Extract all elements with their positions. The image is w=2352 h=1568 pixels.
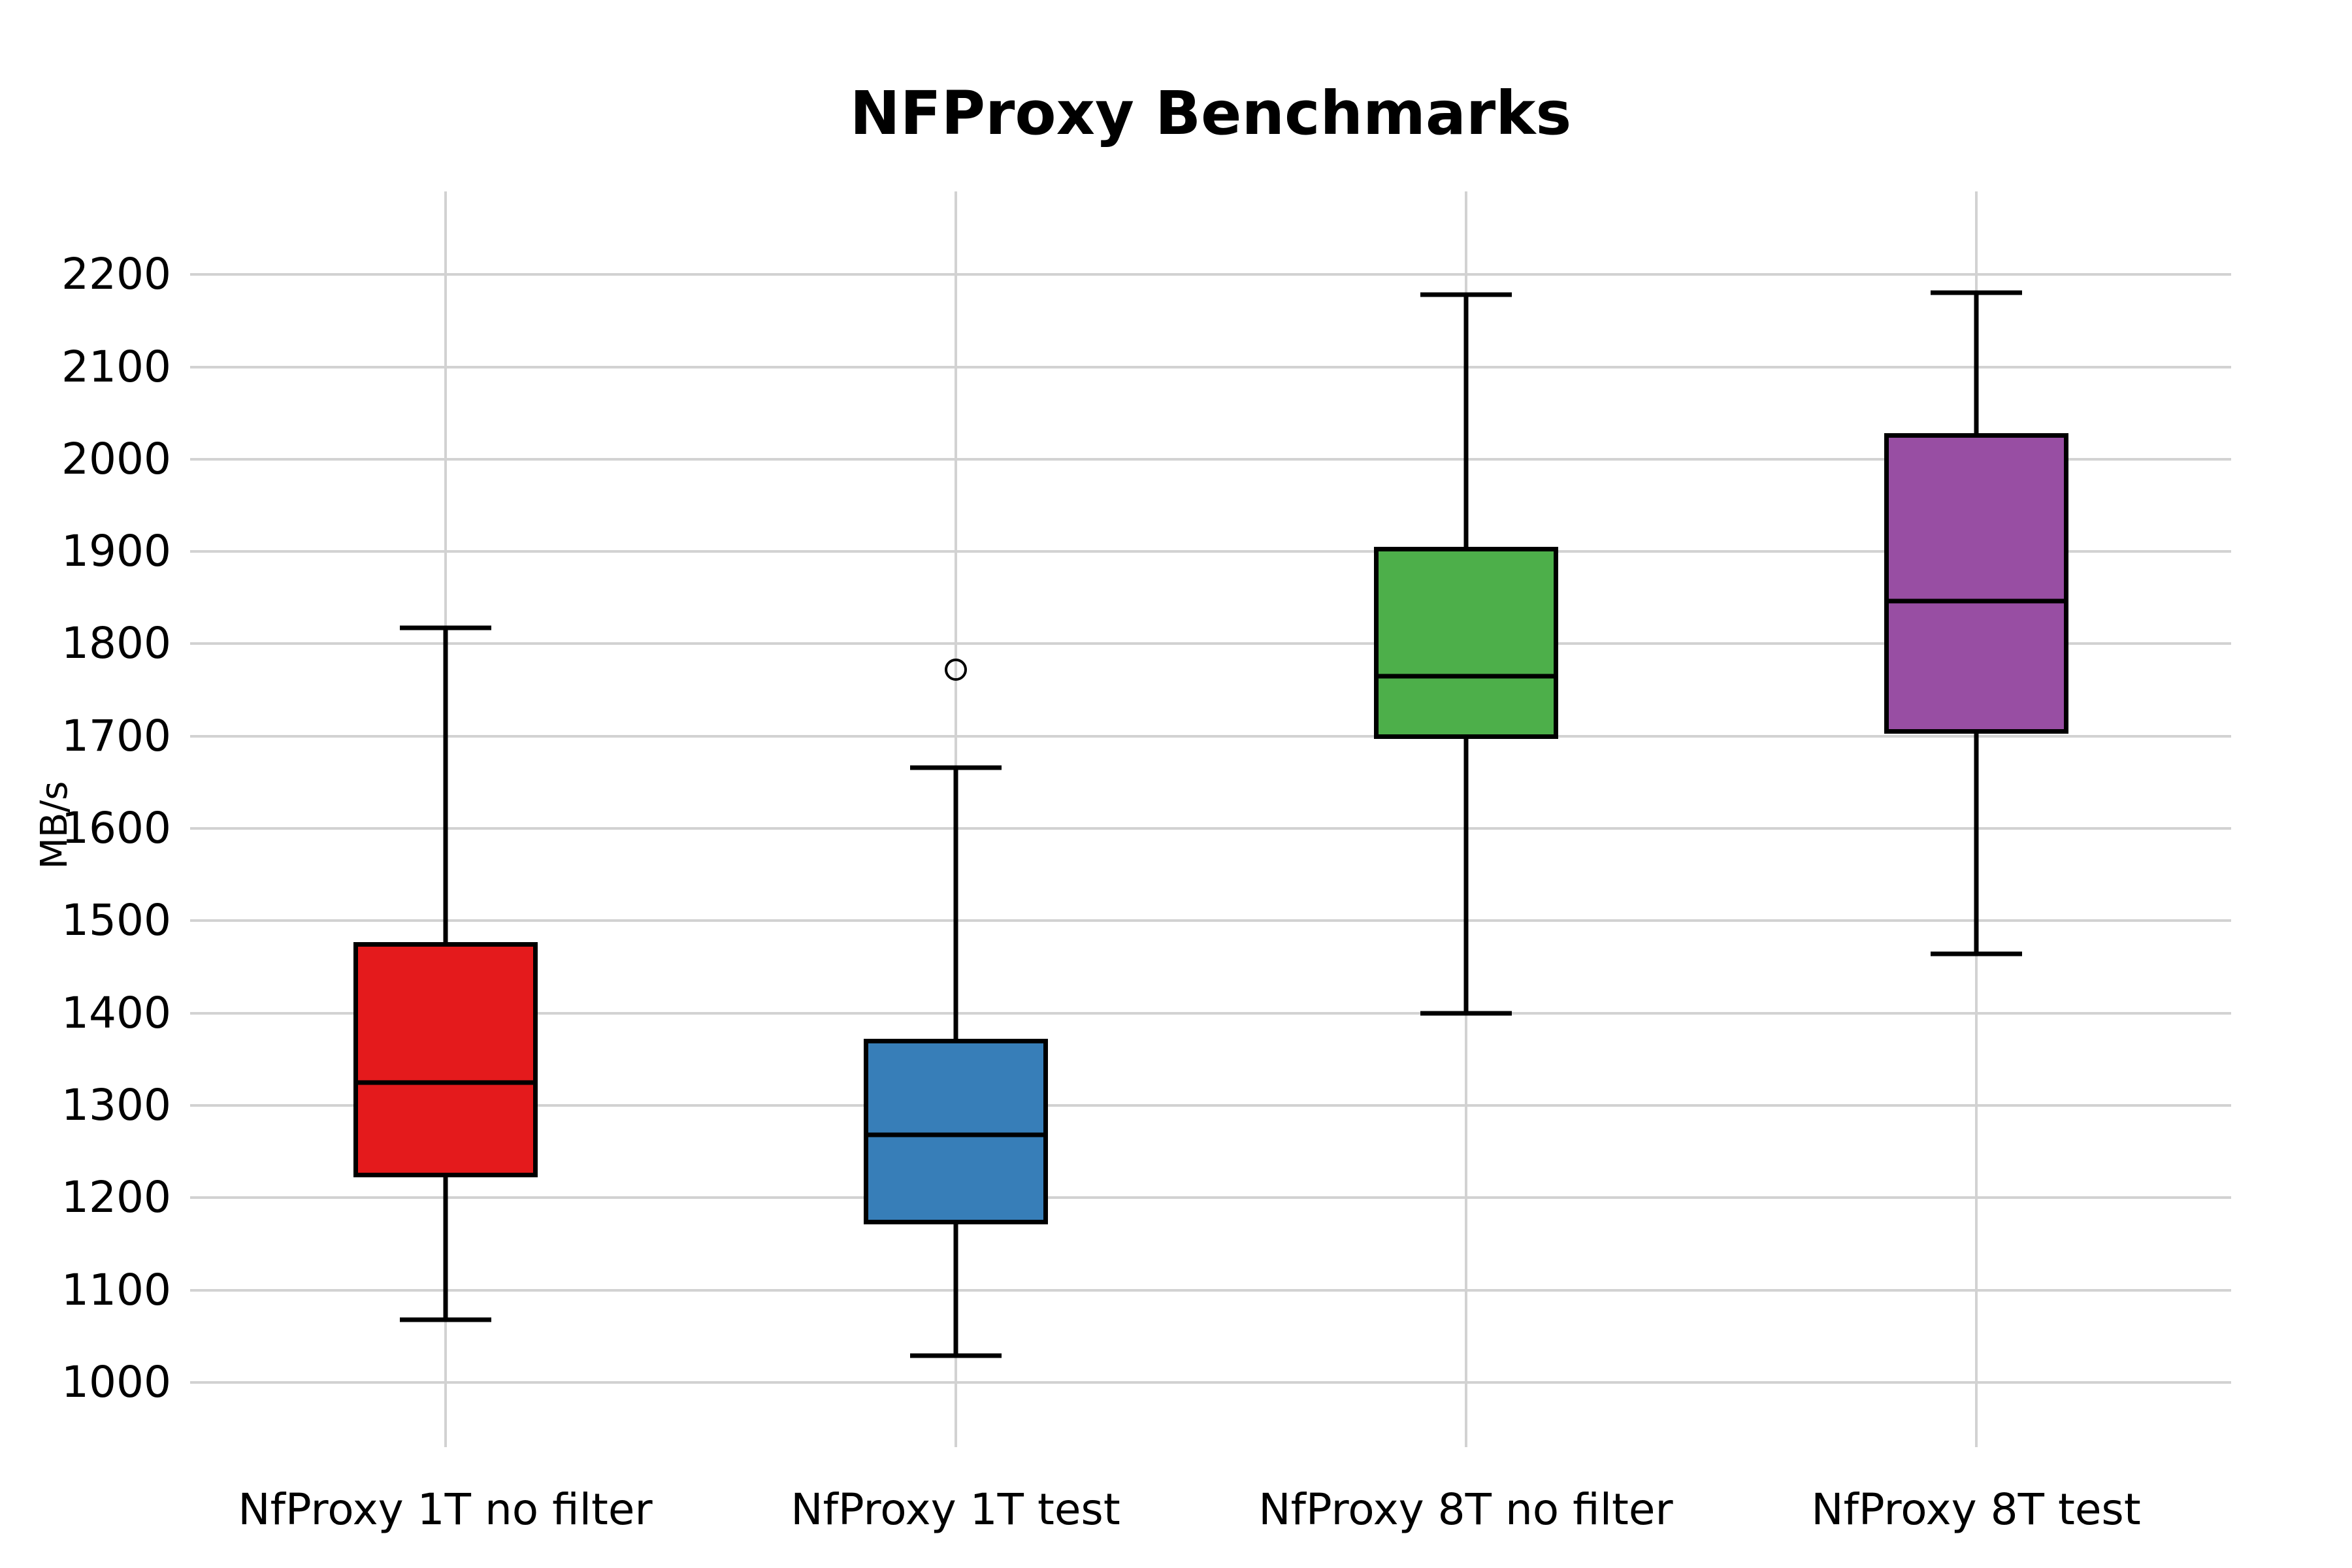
whisker-cap-top	[909, 765, 1002, 770]
box-rect	[1373, 547, 1558, 740]
y-gridline	[190, 365, 2231, 368]
y-tick-label: 1500	[61, 895, 171, 946]
y-tick-label: 1200	[61, 1172, 171, 1223]
y-gridline	[190, 457, 2231, 461]
y-gridline	[190, 642, 2231, 645]
y-gridline	[190, 550, 2231, 553]
y-tick-label: 2200	[61, 249, 171, 300]
median-line	[353, 1080, 538, 1085]
x-tick-label: NfProxy 1T no filter	[238, 1484, 653, 1535]
y-tick-label: 1700	[61, 710, 171, 761]
box-group	[1373, 191, 1558, 1447]
y-gridline	[190, 734, 2231, 738]
y-tick-label: 1600	[61, 803, 171, 854]
whisker-cap-bottom	[1930, 951, 2022, 956]
box-group	[863, 191, 1048, 1447]
median-line	[863, 1132, 1048, 1137]
y-gridline	[190, 1381, 2231, 1384]
whisker-cap-top	[1930, 290, 2022, 295]
y-gridline	[190, 1104, 2231, 1107]
box-group	[1884, 191, 2068, 1447]
y-tick-label: 2100	[61, 341, 171, 392]
box-rect	[353, 941, 538, 1178]
whisker-cap-bottom	[399, 1317, 491, 1322]
plot-area	[190, 191, 2231, 1447]
x-tick-label: NfProxy 1T test	[791, 1484, 1120, 1535]
whisker-cap-top	[399, 625, 491, 630]
y-tick-label: 1800	[61, 618, 171, 669]
y-gridline	[190, 273, 2231, 276]
y-gridline	[190, 827, 2231, 830]
outlier-point	[944, 659, 967, 681]
y-tick-label: 1300	[61, 1080, 171, 1131]
whisker-cap-bottom	[909, 1353, 1002, 1358]
y-tick-label: 1100	[61, 1264, 171, 1315]
y-gridline	[190, 1288, 2231, 1292]
chart-title: NFProxy Benchmarks	[849, 78, 1572, 148]
y-gridline	[190, 1011, 2231, 1015]
y-tick-label: 2000	[61, 433, 171, 484]
box-rect	[863, 1039, 1048, 1225]
x-tick-label: NfProxy 8T no filter	[1258, 1484, 1673, 1535]
y-gridline	[190, 1196, 2231, 1200]
y-gridline	[190, 919, 2231, 923]
y-tick-label: 1000	[61, 1357, 171, 1408]
median-line	[1884, 598, 2068, 604]
box-group	[353, 191, 538, 1447]
whisker-cap-top	[1420, 292, 1512, 297]
x-tick-label: NfProxy 8T test	[1811, 1484, 2141, 1535]
whisker-cap-bottom	[1420, 1011, 1512, 1016]
y-tick-label: 1400	[61, 987, 171, 1038]
median-line	[1373, 674, 1558, 679]
box-rect	[1884, 433, 2068, 734]
y-tick-label: 1900	[61, 526, 171, 577]
